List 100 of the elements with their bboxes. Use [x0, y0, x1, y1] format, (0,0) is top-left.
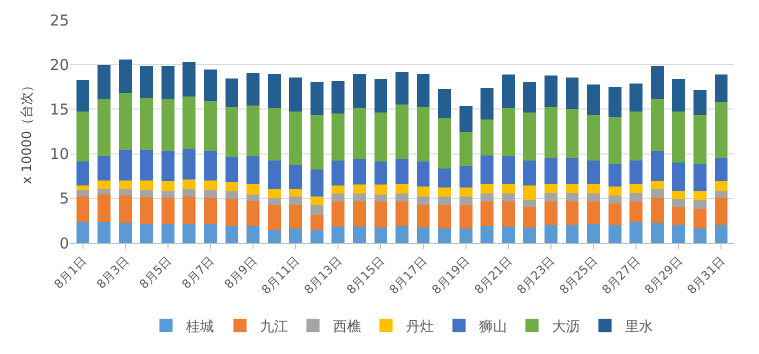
bar	[544, 156, 558, 184]
bar	[523, 206, 536, 228]
bar	[76, 110, 90, 162]
bar	[416, 74, 430, 108]
legend-label: 九江	[260, 318, 288, 335]
bar	[587, 114, 600, 161]
bar	[182, 95, 196, 150]
x-tick-label: 8月5日	[136, 254, 174, 292]
bar	[98, 193, 110, 222]
bar	[459, 186, 472, 196]
bar	[118, 148, 132, 180]
bar	[140, 66, 154, 98]
bar	[650, 188, 664, 198]
bar	[332, 112, 345, 161]
x-tick-label: 8月7日	[179, 254, 217, 292]
bar	[630, 220, 643, 243]
bar	[310, 82, 324, 116]
bar	[416, 160, 430, 187]
bar	[694, 163, 706, 191]
x-tick-label: 8月11日	[258, 254, 302, 297]
bar	[672, 79, 686, 112]
bar	[438, 116, 452, 169]
bar	[352, 158, 366, 185]
bar	[480, 154, 494, 184]
bar	[608, 185, 622, 196]
bar	[310, 229, 324, 243]
bar	[332, 159, 345, 186]
bar	[140, 148, 154, 180]
bar	[650, 98, 664, 151]
bar	[608, 224, 622, 243]
bar	[182, 62, 196, 96]
y-tick-label: 25	[50, 11, 69, 30]
bar	[630, 182, 643, 193]
legend-label: 桂城	[185, 318, 214, 335]
bar	[459, 106, 472, 132]
bar	[587, 159, 600, 184]
bar	[310, 168, 324, 196]
bar	[246, 200, 260, 226]
bar	[204, 150, 217, 180]
bar	[523, 111, 536, 161]
bar	[352, 200, 366, 227]
bar	[459, 227, 472, 243]
bar	[268, 106, 281, 161]
bar	[502, 106, 515, 156]
y-axis-title: x 10000（台次）	[20, 78, 35, 184]
bar	[502, 225, 515, 243]
x-tick-label: 8月17日	[386, 254, 430, 297]
bar	[459, 204, 472, 228]
bar	[161, 98, 174, 151]
legend-label: 里水	[625, 318, 653, 335]
bar	[608, 202, 622, 225]
bar	[310, 114, 324, 170]
bar	[694, 227, 706, 243]
bar	[374, 200, 388, 228]
x-tick-label: 8月25日	[556, 254, 600, 297]
bar	[289, 110, 302, 166]
bar	[438, 227, 452, 243]
bar	[544, 106, 558, 158]
bar	[480, 224, 494, 243]
bar	[246, 224, 260, 243]
bar	[396, 200, 408, 226]
bar	[630, 110, 643, 161]
x-tick-label: 8月9日	[222, 254, 260, 292]
bar	[714, 156, 728, 182]
bar	[204, 222, 217, 243]
bar	[459, 164, 472, 188]
bar	[352, 184, 366, 194]
x-tick-label: 8月15日	[344, 254, 388, 297]
legend-label: 大沥	[552, 318, 580, 335]
bar	[182, 188, 196, 196]
bar	[438, 204, 452, 228]
bar	[374, 160, 388, 185]
bar	[523, 159, 536, 186]
y-tick-label: 20	[50, 56, 69, 74]
bar	[161, 150, 174, 182]
x-tick-label: 8月3日	[94, 254, 132, 292]
x-tick-label: 8月21日	[472, 254, 515, 297]
bar	[566, 77, 579, 109]
x-tick-label: 8月29日	[642, 254, 686, 297]
bar	[438, 88, 452, 118]
bar	[502, 154, 515, 184]
bar	[76, 160, 90, 186]
bar	[374, 111, 388, 162]
bar	[140, 196, 154, 224]
bar	[118, 222, 132, 243]
bar	[416, 204, 430, 228]
bar	[182, 195, 196, 224]
bar	[502, 200, 515, 227]
bar	[289, 164, 302, 190]
bar	[98, 220, 110, 243]
bar	[608, 116, 622, 164]
x-tick-label: 8月19日	[429, 254, 472, 297]
bar	[182, 148, 196, 180]
bar	[438, 186, 452, 196]
bar	[544, 224, 558, 243]
legend-label: 西樵	[333, 318, 361, 335]
bar	[587, 200, 600, 224]
bar	[118, 60, 132, 93]
bar	[332, 80, 345, 114]
bar	[694, 114, 706, 164]
